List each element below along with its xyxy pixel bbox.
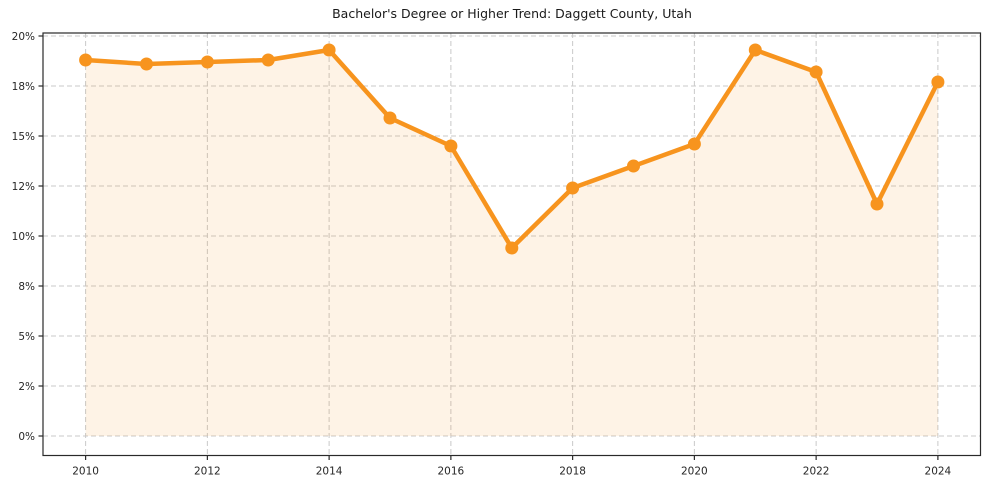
x-tick-label: 2010 — [72, 466, 99, 478]
y-tick-label: 0% — [18, 431, 35, 443]
data-point-2019 — [627, 159, 640, 173]
data-point-2017 — [505, 241, 519, 255]
plot-border — [42, 32, 982, 457]
data-point-2010 — [79, 53, 93, 67]
data-point-2018 — [566, 181, 580, 195]
area-fill — [85, 50, 938, 436]
data-point-2023 — [870, 197, 884, 211]
data-point-2024 — [931, 75, 945, 89]
data-point-2012 — [200, 55, 214, 69]
y-tick-label: 2% — [18, 381, 35, 393]
chart-title: Bachelor's Degree or Higher Trend: Dagge… — [332, 6, 692, 21]
x-tick-label: 2018 — [559, 466, 586, 478]
data-point-2015 — [383, 111, 397, 125]
data-point-2014 — [322, 43, 336, 57]
x-tick-label: 2022 — [803, 466, 830, 478]
data-point-2022 — [809, 65, 823, 79]
y-tick-label: 12% — [12, 181, 35, 193]
x-tick-label: 2014 — [316, 466, 343, 478]
y-tick-label: 18% — [12, 81, 35, 93]
y-tick-label: 8% — [18, 281, 35, 293]
x-tick-label: 2024 — [925, 466, 952, 478]
data-point-2013 — [261, 53, 275, 67]
data-point-2016 — [444, 139, 458, 153]
y-tick-label: 5% — [18, 331, 35, 343]
y-tick-label: 20% — [12, 31, 35, 43]
data-point-2011 — [140, 57, 153, 71]
y-tick-label: 15% — [12, 131, 35, 143]
x-tick-label: 2012 — [194, 466, 221, 478]
data-point-2021 — [748, 43, 762, 57]
x-tick-label: 2016 — [438, 466, 465, 478]
data-point-2020 — [687, 137, 701, 151]
x-tick-label: 2020 — [681, 466, 708, 478]
y-tick-label: 10% — [12, 231, 35, 243]
